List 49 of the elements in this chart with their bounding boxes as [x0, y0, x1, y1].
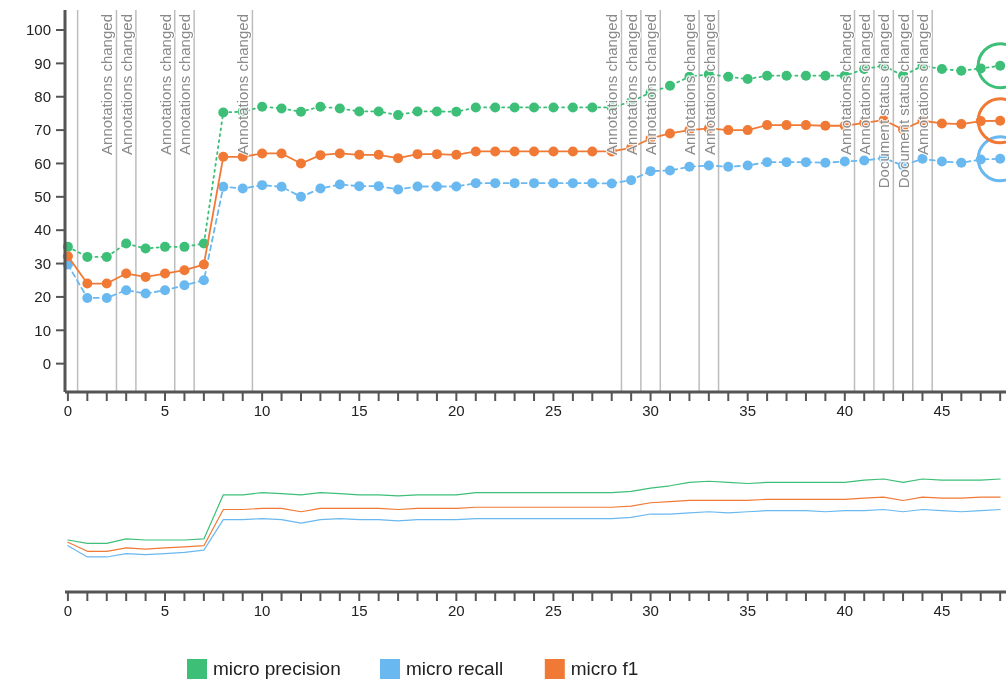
x-tick-label: 20 — [448, 602, 465, 619]
x-tick-label: 35 — [739, 602, 757, 619]
x-tick-label: 5 — [160, 402, 170, 419]
y-tick-label: 10 — [34, 321, 51, 339]
x-tick-label: 35 — [739, 402, 757, 419]
y-tick-label: 60 — [34, 154, 51, 172]
y-tick-label: 80 — [34, 87, 51, 105]
x-tick-label: 45 — [933, 402, 951, 419]
ref-line-label: Annotations changed — [836, 14, 854, 155]
ref-line-label: Annotations changed — [117, 14, 135, 155]
x-tick-label: 0 — [63, 602, 73, 619]
legend-label: micro precision — [213, 657, 341, 679]
y-tick-label: 100 — [25, 21, 51, 39]
legend-label: micro recall — [406, 657, 504, 679]
x-tick-label: 10 — [253, 602, 271, 619]
x-tick-label: 25 — [545, 402, 562, 419]
y-tick-label: 20 — [34, 288, 51, 306]
x-tick-label: 10 — [253, 402, 271, 419]
y-tick-label: 70 — [34, 121, 51, 139]
x-tick-label: 40 — [836, 602, 854, 619]
y-tick-label: 30 — [34, 254, 51, 272]
ref-line-label: Annotations changed — [156, 14, 174, 155]
ref-line-label: Document status changed — [894, 14, 912, 189]
x-tick-label: 5 — [160, 602, 170, 619]
x-tick-label: 40 — [836, 402, 854, 419]
y-tick-label: 50 — [34, 188, 51, 206]
ref-line-label: Annotations changed — [700, 14, 718, 155]
y-tick-label: 90 — [34, 54, 51, 72]
x-tick-label: 0 — [63, 402, 73, 419]
ref-line-label: Annotations changed — [603, 14, 621, 155]
y-tick-label: 0 — [42, 354, 51, 372]
y-tick-label: 40 — [34, 221, 51, 239]
x-tick-label: 15 — [350, 602, 368, 619]
x-tick-label: 25 — [545, 602, 562, 619]
x-tick-label: 30 — [642, 602, 659, 619]
ref-line-label: Annotations changed — [642, 14, 660, 155]
ref-line-label: Annotations changed — [622, 14, 640, 155]
x-tick-label: 20 — [448, 402, 465, 419]
legend-label: micro f1 — [570, 657, 639, 679]
ref-line-label: Annotations changed — [681, 14, 699, 155]
x-tick-label: 15 — [350, 402, 368, 419]
ref-line-label: Annotations changed — [855, 14, 873, 155]
ref-line-label: Annotations changed — [176, 14, 194, 155]
x-tick-label: 45 — [933, 602, 951, 619]
ref-line-label: Document status changed — [875, 14, 893, 189]
ref-line-label: Annotations changed — [98, 14, 116, 155]
ref-line-label: Annotations changed — [234, 14, 252, 155]
x-tick-label: 30 — [642, 402, 659, 419]
ref-line-label: Annotations changed — [914, 14, 932, 155]
